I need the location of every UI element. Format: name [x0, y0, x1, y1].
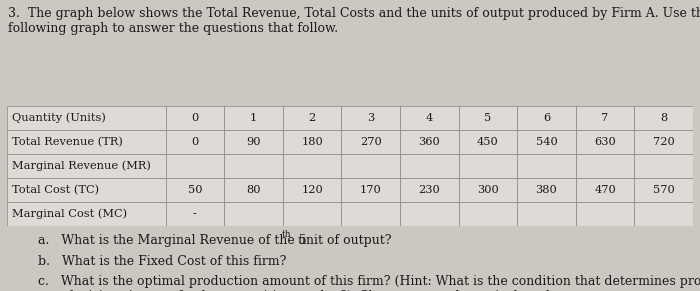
Bar: [7, 106, 166, 130]
Text: 3.  The graph below shows the Total Revenue, Total Costs and the units of output: 3. The graph below shows the Total Reven…: [8, 7, 700, 35]
Text: th: th: [282, 230, 292, 239]
Bar: [576, 106, 634, 130]
Bar: [224, 202, 283, 226]
Bar: [400, 202, 459, 226]
Text: 470: 470: [594, 185, 616, 195]
Bar: [7, 202, 166, 226]
Bar: [576, 178, 634, 202]
Text: 0: 0: [191, 113, 199, 123]
Text: 90: 90: [246, 137, 260, 147]
Bar: [166, 106, 224, 130]
Text: c.   What is the optimal production amount of this firm? (Hint: What is the cond: c. What is the optimal production amount…: [38, 275, 700, 291]
Text: 360: 360: [419, 137, 440, 147]
Bar: [517, 130, 576, 154]
Bar: [166, 178, 224, 202]
Text: 0: 0: [191, 137, 199, 147]
Text: 450: 450: [477, 137, 499, 147]
Text: 120: 120: [301, 185, 323, 195]
Text: 230: 230: [419, 185, 440, 195]
Bar: [342, 202, 400, 226]
Bar: [634, 130, 693, 154]
Bar: [458, 130, 517, 154]
Bar: [517, 106, 576, 130]
Text: 5: 5: [484, 113, 491, 123]
Text: Total Revenue (TR): Total Revenue (TR): [13, 137, 123, 147]
Bar: [224, 178, 283, 202]
Bar: [166, 130, 224, 154]
Bar: [458, 178, 517, 202]
Bar: [634, 178, 693, 202]
Text: 6: 6: [543, 113, 550, 123]
Bar: [283, 178, 342, 202]
Text: 380: 380: [536, 185, 557, 195]
Bar: [400, 178, 459, 202]
Bar: [517, 154, 576, 178]
Bar: [400, 130, 459, 154]
Bar: [283, 154, 342, 178]
Bar: [634, 106, 693, 130]
Text: Quantity (Units): Quantity (Units): [13, 113, 106, 123]
Bar: [166, 154, 224, 178]
Bar: [7, 130, 166, 154]
Bar: [166, 202, 224, 226]
Text: 1: 1: [250, 113, 257, 123]
Text: Marginal Revenue (MR): Marginal Revenue (MR): [13, 161, 151, 171]
Text: Total Cost (TC): Total Cost (TC): [13, 184, 99, 195]
Bar: [342, 154, 400, 178]
Bar: [7, 178, 166, 202]
Bar: [458, 154, 517, 178]
Text: 4: 4: [426, 113, 433, 123]
Text: 180: 180: [301, 137, 323, 147]
Bar: [576, 154, 634, 178]
Text: unit of output?: unit of output?: [294, 234, 391, 247]
Text: 50: 50: [188, 185, 202, 195]
Bar: [7, 154, 166, 178]
Text: 570: 570: [653, 185, 675, 195]
Bar: [224, 130, 283, 154]
Bar: [634, 202, 693, 226]
Bar: [400, 154, 459, 178]
Text: 80: 80: [246, 185, 260, 195]
Bar: [224, 106, 283, 130]
Text: b.   What is the Fixed Cost of this firm?: b. What is the Fixed Cost of this firm?: [38, 255, 287, 268]
Text: -: -: [193, 209, 197, 219]
Bar: [342, 130, 400, 154]
Text: 8: 8: [660, 113, 667, 123]
Text: 300: 300: [477, 185, 499, 195]
Text: 170: 170: [360, 185, 382, 195]
Bar: [283, 202, 342, 226]
Bar: [283, 106, 342, 130]
Bar: [283, 130, 342, 154]
Bar: [576, 202, 634, 226]
Bar: [517, 178, 576, 202]
Bar: [576, 130, 634, 154]
Text: 7: 7: [601, 113, 609, 123]
Text: 270: 270: [360, 137, 382, 147]
Bar: [342, 178, 400, 202]
Text: Marginal Cost (MC): Marginal Cost (MC): [13, 208, 127, 219]
Text: a.   What is the Marginal Revenue of the 5: a. What is the Marginal Revenue of the 5: [38, 234, 307, 247]
Text: 2: 2: [309, 113, 316, 123]
Text: 720: 720: [653, 137, 675, 147]
Bar: [458, 202, 517, 226]
Bar: [224, 154, 283, 178]
Bar: [517, 202, 576, 226]
Text: 540: 540: [536, 137, 557, 147]
Bar: [458, 106, 517, 130]
Bar: [634, 154, 693, 178]
Bar: [342, 106, 400, 130]
Text: 630: 630: [594, 137, 616, 147]
Bar: [400, 106, 459, 130]
Text: 3: 3: [367, 113, 374, 123]
